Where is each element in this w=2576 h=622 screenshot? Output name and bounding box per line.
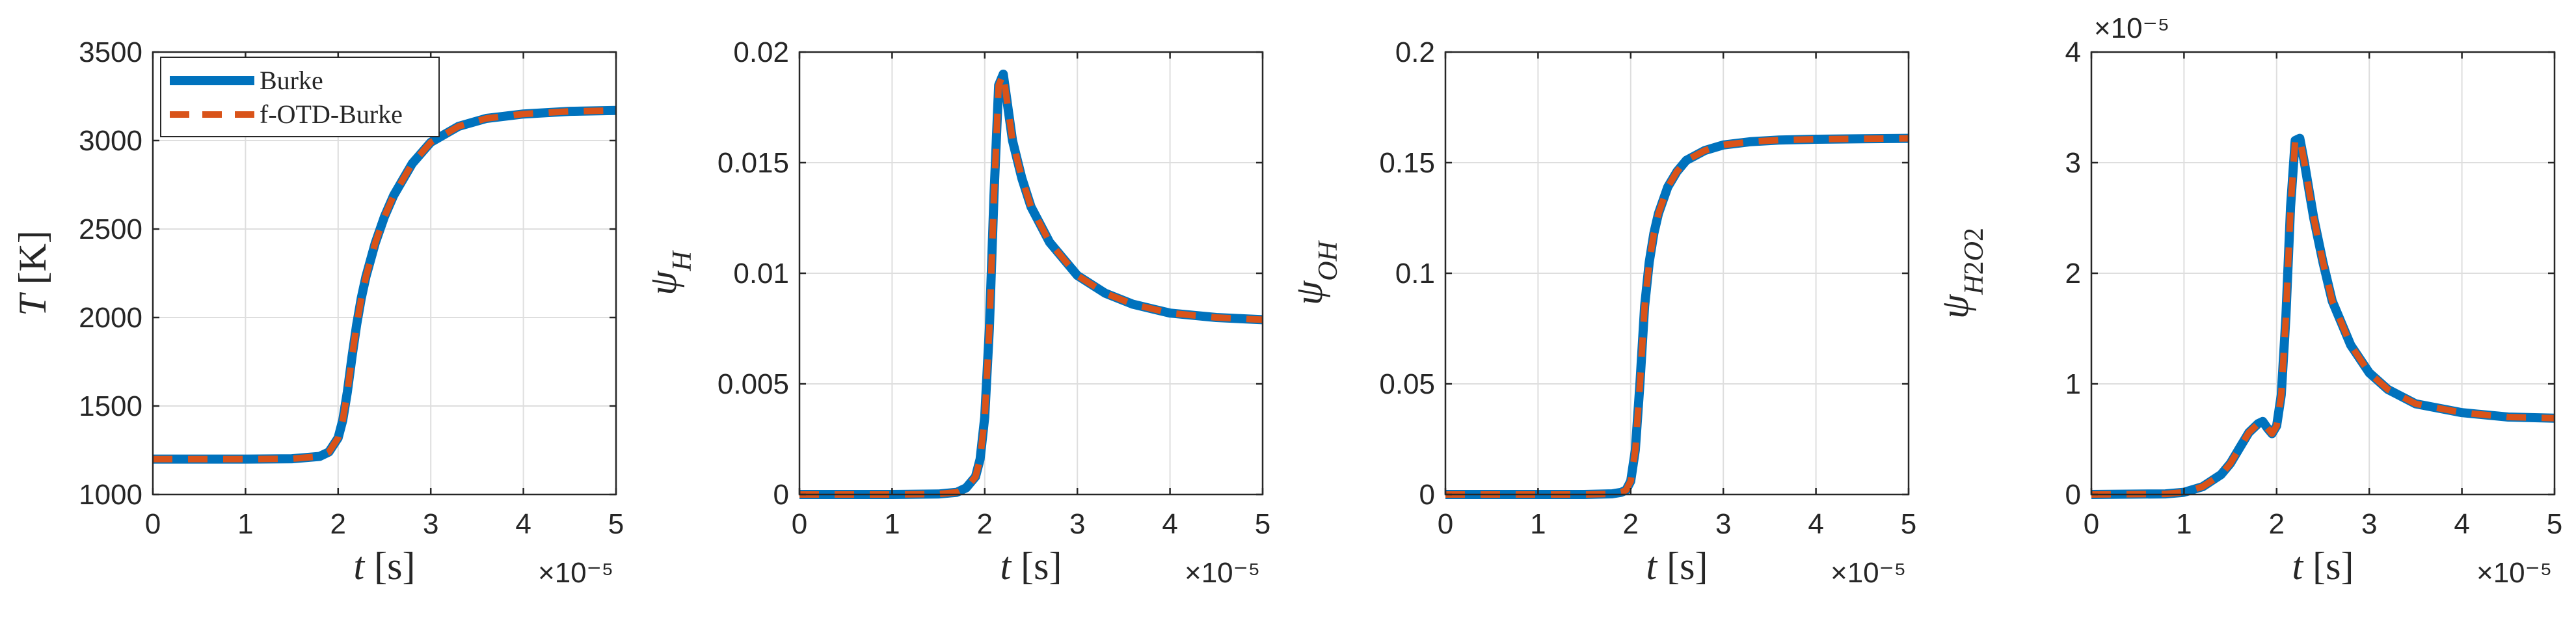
x-axis-multiplier: ×10⁻⁵ [538,557,613,589]
x-tick-label: 3 [2361,508,2377,540]
y-tick-label: 2000 [79,302,142,334]
y-tick-label: 0 [1419,479,1435,511]
x-tick-label: 5 [1255,508,1270,540]
subplot-2: 0 1 2 3 4 5 0 0.005 0.01 0.015 0.02 ×10⁻⁵ t [s] ψH [641,36,1270,589]
y-tick-label: 4 [2065,36,2081,68]
legend-box [160,57,440,137]
axes-box [152,51,617,496]
x-tick-label: 4 [2454,508,2469,540]
x-tick-label: 3 [1069,508,1085,540]
series-line-f-otd-burke [799,71,1263,498]
x-tick-label: 1 [237,508,253,540]
y-tick-label: 3500 [79,36,142,68]
y-tick-label: 0.2 [1395,36,1435,68]
x-axis-label: t [s] [354,545,416,588]
x-axis-multiplier: ×10⁻⁵ [1831,557,1906,589]
x-tick-label: 0 [145,508,161,540]
x-tick-label: 3 [423,508,438,540]
x-axis-multiplier: ×10⁻⁵ [2476,557,2552,589]
y-tick-label: 2 [2065,258,2081,290]
x-tick-label: 0 [1438,508,1453,540]
y-tick-label: 0.02 [733,36,789,68]
series-line-f-otd-burke [153,107,617,463]
x-tick-label: 0 [792,508,807,540]
series-line-f-otd-burke [1445,135,1909,498]
y-tick-label: 1 [2065,368,2081,400]
x-tick-label: 5 [2547,508,2562,540]
y-tick-label: 0 [773,479,789,511]
legend: Burke f-OTD-Burke [160,57,440,137]
x-tick-label: 5 [608,508,624,540]
y-axis-label: ψH2O2 [1933,228,1989,319]
y-tick-label: 0 [2065,479,2081,511]
x-axis-label: t [s] [2292,545,2354,588]
subplot-3: 0 1 2 3 4 5 0 0.05 0.1 0.15 0.2 ×10⁻⁵ t [s] ψOH [1287,36,1916,589]
x-tick-label: 1 [1530,508,1546,540]
x-tick-label: 0 [2084,508,2099,540]
y-tick-label: 1500 [79,390,142,422]
series-line-f-otd-burke [2091,135,2555,498]
x-tick-label: 5 [1901,508,1916,540]
y-tick-label: 0.005 [718,368,789,400]
y-tick-label: 0.05 [1379,368,1435,400]
y-tick-label: 0.15 [1379,147,1435,179]
legend-label: f-OTD-Burke [260,100,403,129]
y-tick-label: 0.01 [733,258,789,290]
y-axis-multiplier: ×10⁻⁵ [2094,12,2169,44]
x-tick-label: 2 [1623,508,1639,540]
x-axis-label: t [s] [1000,545,1062,588]
x-tick-label: 2 [977,508,993,540]
y-tick-label: 3000 [79,125,142,157]
legend-label: Burke [260,66,323,95]
x-tick-label: 4 [1808,508,1823,540]
x-tick-label: 1 [2176,508,2192,540]
y-axis-label: T [K] [11,230,54,316]
x-tick-label: 2 [2269,508,2285,540]
y-axis-label: ψH [641,250,697,295]
x-tick-label: 4 [515,508,531,540]
y-tick-label: 1000 [79,479,142,511]
x-tick-label: 1 [884,508,900,540]
y-tick-label: 0.1 [1395,258,1435,290]
subplot-1: 0 1 2 3 4 5 1000 1500 2000 2500 3000 3500 ×10⁻⁵ t [s]… [11,36,624,589]
y-tick-label: 0.015 [718,147,789,179]
x-axis-label: t [s] [1646,545,1708,588]
y-axis-label: ψOH [1287,239,1343,305]
y-tick-label: 2500 [79,213,142,245]
x-tick-label: 2 [330,508,346,540]
x-tick-label: 4 [1162,508,1177,540]
x-tick-label: 3 [1715,508,1731,540]
y-tick-label: 3 [2065,147,2081,179]
x-axis-multiplier: ×10⁻⁵ [1185,557,1260,589]
